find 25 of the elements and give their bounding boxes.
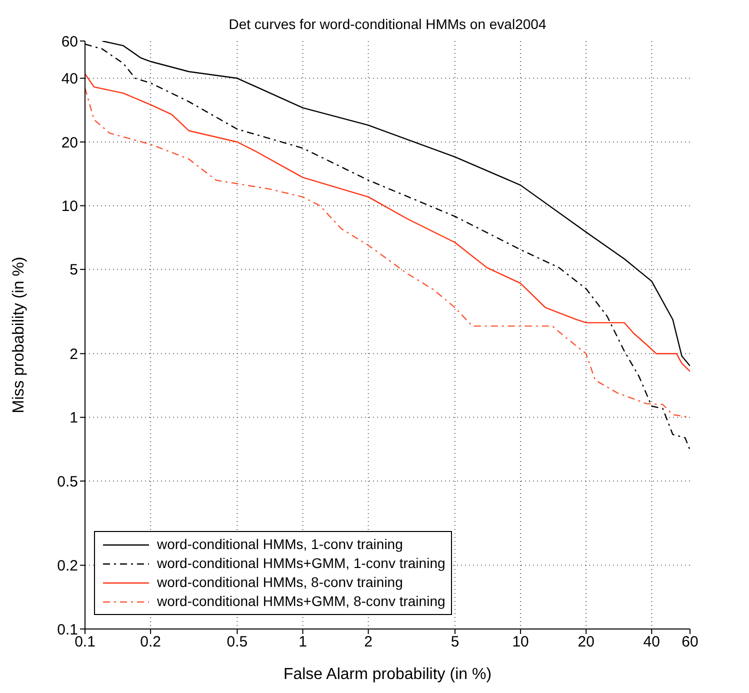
y-tick-label: 1 bbox=[70, 410, 78, 427]
x-tick-label: 40 bbox=[643, 634, 660, 651]
x-tick-label: 0.2 bbox=[140, 634, 161, 651]
x-tick-label: 2 bbox=[364, 634, 372, 651]
y-tick-label: 20 bbox=[61, 134, 78, 152]
y-tick-label: 60 bbox=[61, 33, 78, 50]
x-tick-label: 20 bbox=[578, 634, 594, 651]
y-tick-label: 2 bbox=[70, 346, 78, 363]
y-tick-label: 40 bbox=[61, 70, 78, 88]
y-tick-label: 5 bbox=[70, 262, 78, 279]
legend-label: word-conditional HMMs, 1-conv training bbox=[157, 535, 403, 554]
y-tick-label: 0.5 bbox=[57, 473, 78, 490]
legend-label: word-conditional HMMs, 8-conv training bbox=[157, 573, 403, 592]
x-tick-label: 1 bbox=[298, 634, 307, 651]
x-axis-title: False Alarm probability (in %) bbox=[283, 666, 492, 683]
chart-title: Det curves for word-conditional HMMs on eval2004 bbox=[228, 16, 548, 32]
legend-label: word-conditional HMMs+GMM, 8-conv training bbox=[157, 592, 446, 611]
x-tick-label: 60 bbox=[682, 634, 698, 651]
y-tick-label: 10 bbox=[61, 198, 78, 216]
x-tick-label: 10 bbox=[512, 634, 529, 651]
y-tick-label: 0.2 bbox=[57, 558, 78, 575]
x-tick-label: 5 bbox=[450, 634, 460, 651]
x-tick-label: 0.5 bbox=[226, 634, 248, 651]
legend-label: word-conditional HMMs+GMM, 1-conv training bbox=[157, 554, 446, 573]
y-axis-title: Miss probability (in %) bbox=[10, 256, 28, 414]
